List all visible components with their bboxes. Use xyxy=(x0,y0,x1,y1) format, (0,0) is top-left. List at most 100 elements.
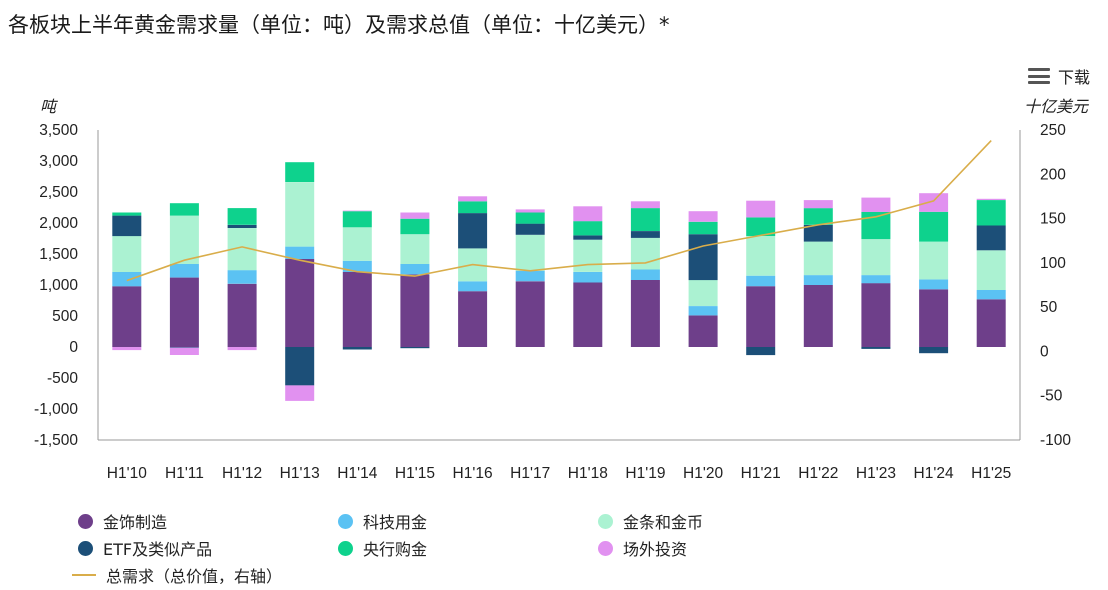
y-axis-label: 吨 xyxy=(40,97,59,116)
y2-tick-label: 100 xyxy=(1040,255,1066,272)
bar-bars_coins-7 xyxy=(515,234,545,271)
bar-otc-9 xyxy=(630,201,660,209)
bar-jewellery-4 xyxy=(342,272,372,347)
bar-otc-2 xyxy=(227,347,257,351)
bar-jewellery-3 xyxy=(285,259,315,347)
bar-bars_coins-12 xyxy=(803,241,833,276)
bar-jewellery-1 xyxy=(169,277,199,347)
y-tick-label: -1,000 xyxy=(34,401,78,418)
legend-swatch xyxy=(338,513,353,529)
bar-etf-0 xyxy=(112,215,142,237)
bar-technology-11 xyxy=(746,275,776,287)
y-tick-label: -1,500 xyxy=(34,432,78,449)
bar-jewellery-10 xyxy=(688,315,718,347)
bar-jewellery-7 xyxy=(515,281,545,347)
x-tick-label: H1'21 xyxy=(741,465,781,482)
legend-item-total-value[interactable]: 总需求（总价值，右轴） xyxy=(72,563,282,587)
bar-etf-8 xyxy=(573,235,603,240)
bar-etf-2 xyxy=(227,224,257,228)
bar-central_banks-11 xyxy=(746,217,776,236)
bars-layer xyxy=(112,162,1006,401)
bar-jewellery-12 xyxy=(803,285,833,347)
bar-bars_coins-11 xyxy=(746,236,776,276)
bar-central_banks-10 xyxy=(688,221,718,235)
y-tick-label: -500 xyxy=(47,370,78,387)
legend-item-etf[interactable]: ETF及类似产品 xyxy=(78,536,212,560)
bar-technology-1 xyxy=(169,263,199,278)
bar-otc-11 xyxy=(746,200,776,218)
x-tick-label: H1'17 xyxy=(510,465,550,482)
bar-otc-15 xyxy=(976,198,1006,200)
bar-bars_coins-10 xyxy=(688,280,718,306)
bar-etf-9 xyxy=(630,231,660,238)
bar-jewellery-15 xyxy=(976,299,1006,347)
y-tick-label: 3,000 xyxy=(39,153,78,170)
bar-central_banks-15 xyxy=(976,200,1006,226)
x-tick-label: H1'25 xyxy=(971,465,1011,482)
x-tick-label: H1'22 xyxy=(798,465,838,482)
bar-jewellery-8 xyxy=(573,282,603,347)
total-value-line xyxy=(126,140,992,282)
bar-central_banks-5 xyxy=(400,218,430,235)
bar-etf-10 xyxy=(688,234,718,281)
legend-item-technology[interactable]: 科技用金 xyxy=(338,509,427,533)
menu-icon xyxy=(1027,68,1050,84)
legend-swatch xyxy=(78,540,93,556)
bar-bars_coins-3 xyxy=(285,182,315,247)
y2-tick-label: 200 xyxy=(1040,166,1066,183)
bar-otc-4 xyxy=(342,210,372,212)
x-tick-label: H1'15 xyxy=(395,465,435,482)
bar-etf-14 xyxy=(919,347,949,354)
legend-item-otc[interactable]: 场外投资 xyxy=(598,536,687,560)
x-tick-label: H1'19 xyxy=(625,465,665,482)
bar-bars_coins-15 xyxy=(976,250,1006,290)
bar-jewellery-11 xyxy=(746,286,776,347)
bar-otc-5 xyxy=(400,212,430,219)
legend-swatch-line xyxy=(72,574,96,576)
y2-axis-label: 十亿美元 xyxy=(1024,97,1090,116)
bar-otc-8 xyxy=(573,206,603,222)
legend-swatch xyxy=(598,540,613,556)
bar-jewellery-6 xyxy=(458,291,488,347)
x-tick-label: H1'11 xyxy=(165,465,204,482)
bar-etf-3 xyxy=(285,347,315,386)
bar-central_banks-0 xyxy=(112,212,142,216)
bar-central_banks-8 xyxy=(573,221,603,236)
bar-jewellery-0 xyxy=(112,286,142,347)
bar-central_banks-7 xyxy=(515,212,545,224)
y-tick-label: 3,500 xyxy=(39,122,78,139)
bar-otc-3 xyxy=(285,385,315,401)
bar-otc-13 xyxy=(861,197,891,212)
y-tick-label: 1,000 xyxy=(39,277,78,294)
x-tick-label: H1'24 xyxy=(914,465,954,482)
bar-central_banks-9 xyxy=(630,208,660,231)
legend-label: 金饰制造 xyxy=(103,513,168,532)
x-tick-label: H1'18 xyxy=(568,465,608,482)
y2-tick-label: 150 xyxy=(1040,211,1066,228)
x-tick-label: H1'20 xyxy=(683,465,723,482)
bar-bars_coins-0 xyxy=(112,236,142,272)
bar-bars_coins-13 xyxy=(861,239,891,276)
legend-label: 科技用金 xyxy=(363,513,428,532)
y-tick-label: 1,500 xyxy=(39,246,78,263)
download-button[interactable]: 下载 xyxy=(1027,64,1090,88)
axes-layer xyxy=(97,130,1021,441)
legend-item-jewellery[interactable]: 金饰制造 xyxy=(78,509,167,533)
bar-technology-12 xyxy=(803,275,833,285)
bar-technology-2 xyxy=(227,270,257,284)
legend-item-central_banks[interactable]: 央行购金 xyxy=(338,536,427,560)
y-tick-label: 0 xyxy=(69,339,78,356)
bar-otc-7 xyxy=(515,209,545,213)
legend-swatch xyxy=(78,513,93,529)
bar-jewellery-14 xyxy=(919,289,949,347)
x-tick-label: H1'14 xyxy=(337,465,377,482)
bar-jewellery-5 xyxy=(400,274,430,347)
legend-item-bars_coins[interactable]: 金条和金币 xyxy=(598,509,703,533)
bar-otc-10 xyxy=(688,211,718,222)
bar-central_banks-12 xyxy=(803,208,833,225)
bar-central_banks-14 xyxy=(919,211,949,242)
bar-jewellery-13 xyxy=(861,283,891,347)
bar-technology-8 xyxy=(573,272,603,283)
legend-label: 总需求（总价值，右轴） xyxy=(106,567,283,586)
